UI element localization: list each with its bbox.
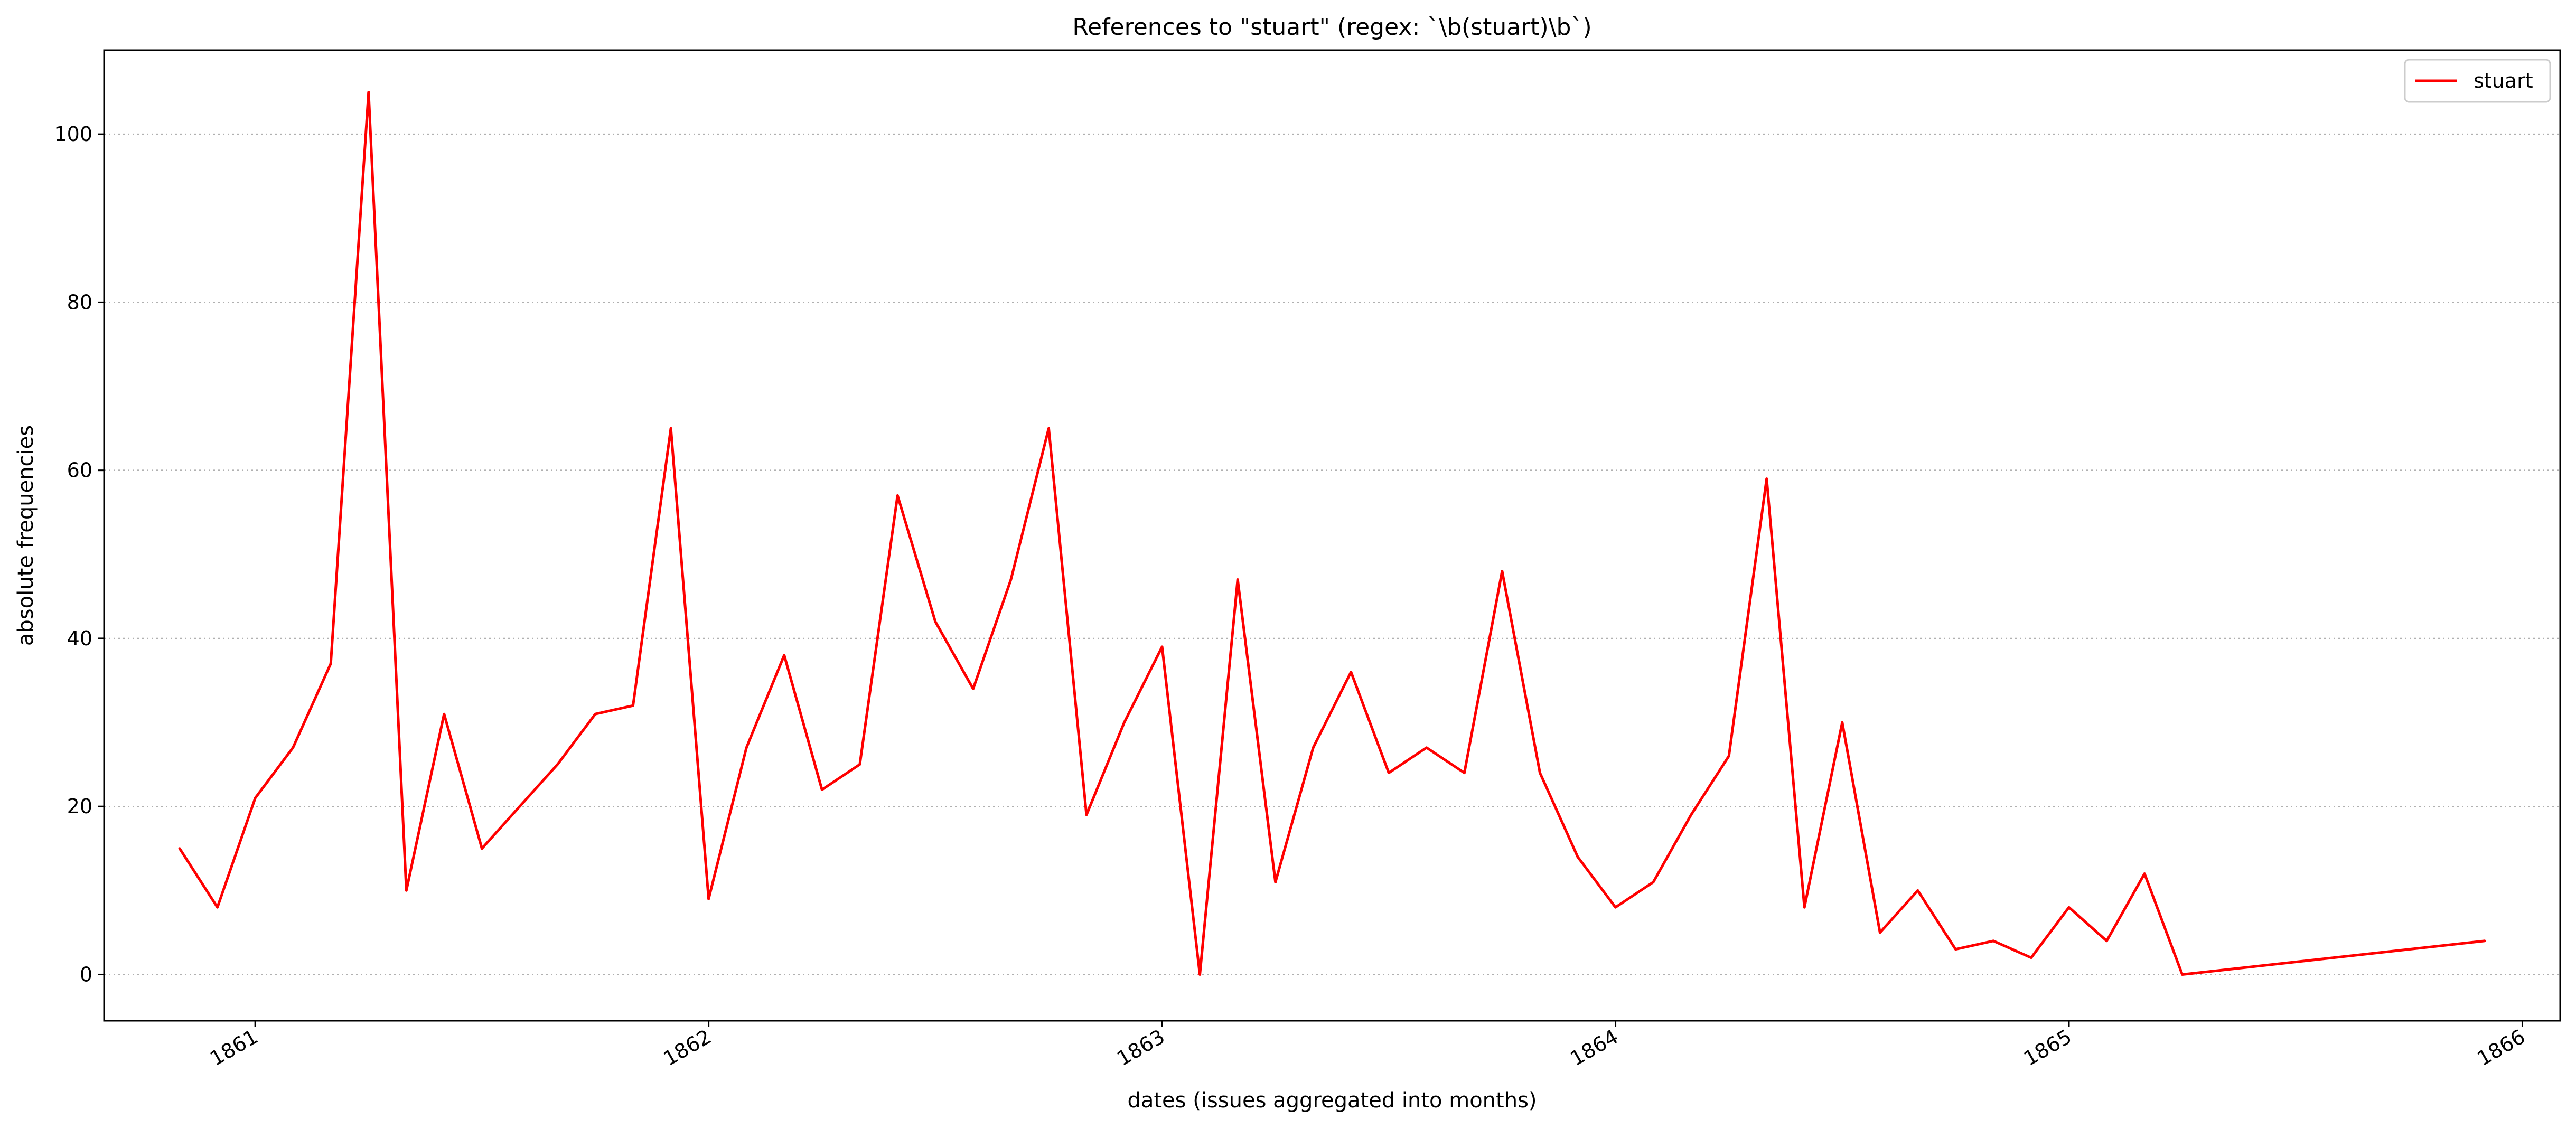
data-point <box>631 703 635 708</box>
y-tick-label: 0 <box>80 963 92 986</box>
data-point <box>404 888 408 892</box>
data-point <box>1047 426 1051 430</box>
data-point <box>1500 569 1504 573</box>
grid-lines <box>104 133 2560 975</box>
data-point <box>858 763 862 767</box>
data-point <box>895 493 900 497</box>
data-point <box>216 905 220 909</box>
data-point <box>2483 939 2487 943</box>
data-point <box>1614 905 1618 909</box>
data-point <box>253 796 257 800</box>
data-point <box>744 746 748 750</box>
data-point <box>2067 905 2071 909</box>
data-point <box>1311 746 1315 750</box>
x-axis-label: dates (issues aggregated into months) <box>1127 1088 1537 1113</box>
data-point <box>1727 754 1731 758</box>
data-point <box>669 426 673 430</box>
legend-box <box>2404 59 2551 103</box>
data-point <box>593 712 597 716</box>
data-point <box>1009 578 1013 582</box>
data-point <box>1425 746 1429 750</box>
data-point <box>1387 771 1391 775</box>
data-point <box>291 746 295 750</box>
data-point <box>1084 813 1089 817</box>
data-point <box>782 653 786 657</box>
data-point <box>329 662 333 666</box>
data-point <box>1349 670 1353 674</box>
data-point <box>480 846 484 851</box>
plot-lines <box>177 90 2487 977</box>
data-point <box>442 712 446 716</box>
data-point <box>1160 645 1164 649</box>
data-point <box>2142 872 2147 876</box>
data-point <box>1198 973 1202 977</box>
data-point <box>1273 880 1278 884</box>
data-point <box>1235 578 1240 582</box>
y-axis-label: absolute frequencies <box>14 425 38 646</box>
y-tick-label: 60 <box>67 459 92 482</box>
plot-area-frame <box>103 49 2561 1022</box>
data-point <box>1651 880 1655 884</box>
y-tick-label: 40 <box>67 627 92 650</box>
data-point <box>518 804 522 808</box>
chart-title: References to "stuart" (regex: `\b(stuar… <box>1072 14 1591 41</box>
data-point <box>1953 947 1957 952</box>
data-point <box>707 897 711 901</box>
data-point <box>1840 720 1844 725</box>
data-point <box>177 846 182 851</box>
data-point <box>820 787 824 792</box>
data-point <box>2180 973 2185 977</box>
data-point <box>2105 939 2109 943</box>
data-point <box>556 763 560 767</box>
data-point <box>1122 720 1127 725</box>
data-point <box>1878 930 1882 935</box>
data-point <box>971 686 975 691</box>
data-point <box>1462 771 1466 775</box>
data-point <box>1765 477 1769 481</box>
y-axis-ticks: 0 20 40 60 80 100 <box>54 123 104 986</box>
legend-label: stuart <box>2474 69 2533 92</box>
y-tick-label: 100 <box>54 123 92 146</box>
data-point <box>367 90 371 95</box>
data-point <box>933 619 938 624</box>
data-point <box>1576 855 1580 859</box>
data-point <box>1689 813 1693 817</box>
series-line-stuart <box>178 91 2486 976</box>
data-point <box>1916 888 1920 892</box>
y-tick-label: 80 <box>67 290 92 314</box>
legend: stuart <box>2404 59 2551 103</box>
data-point <box>1538 771 1542 775</box>
data-point <box>1802 905 1806 909</box>
data-point <box>2029 956 2034 960</box>
data-point <box>1991 939 1996 943</box>
y-tick-label: 20 <box>67 795 92 818</box>
